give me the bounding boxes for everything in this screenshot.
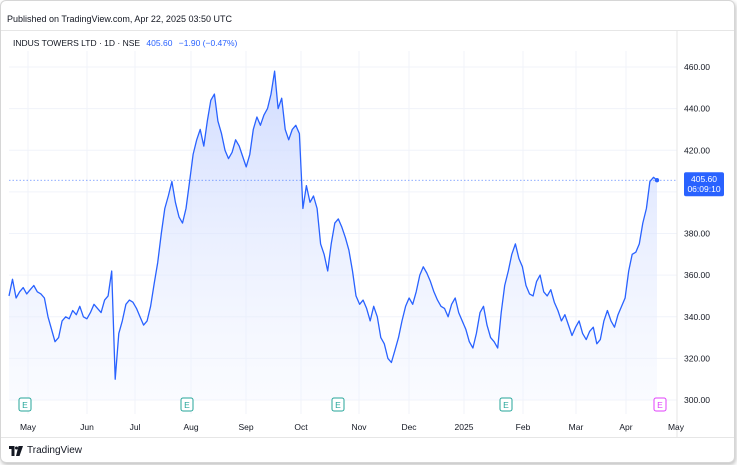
earnings-event-label: E xyxy=(335,400,341,410)
x-tick-label: 2025 xyxy=(455,422,474,432)
x-tick-label: Aug xyxy=(183,422,198,432)
x-tick-label: Mar xyxy=(569,422,584,432)
y-tick-label: 360.00 xyxy=(684,270,710,280)
earnings-event-box xyxy=(18,397,32,412)
x-tick-label: Feb xyxy=(516,422,531,432)
earnings-event-label: E xyxy=(22,400,28,410)
price-line xyxy=(8,70,658,380)
x-tick-label: May xyxy=(668,422,685,432)
last-price-dot xyxy=(654,178,660,183)
x-tick-label: Apr xyxy=(619,422,632,432)
y-tick-label: 460.00 xyxy=(684,62,710,72)
earnings-event-icon[interactable]: E xyxy=(180,397,194,412)
y-tick-label: 380.00 xyxy=(684,229,710,239)
earnings-event-icon[interactable]: E xyxy=(18,397,32,412)
x-tick-label: May xyxy=(20,422,37,432)
earnings-event-label: E xyxy=(503,400,509,410)
earnings-event-label: E xyxy=(184,400,190,410)
x-tick-label: Jun xyxy=(80,422,94,432)
current-price-tag-value: 405.60 xyxy=(691,174,717,184)
x-tick-label: Nov xyxy=(351,422,367,432)
x-tick-label: Jul xyxy=(130,422,141,432)
y-tick-label: 440.00 xyxy=(684,104,710,114)
tradingview-footer[interactable]: TradingView xyxy=(9,445,82,456)
price-change: −1.90 (−0.47%) xyxy=(178,38,238,48)
y-tick-label: 320.00 xyxy=(684,353,710,363)
earnings-event-box xyxy=(653,397,667,412)
published-caption: Published on TradingView.com, Apr 22, 20… xyxy=(7,14,232,24)
tradingview-logo-icon xyxy=(9,445,23,456)
earnings-event-icon[interactable]: E xyxy=(653,397,667,412)
earnings-event-box xyxy=(499,397,513,412)
earnings-event-label: E xyxy=(657,400,663,410)
earnings-event-box xyxy=(331,397,345,412)
symbol-name: INDUS TOWERS LTD · 1D · NSE xyxy=(13,38,141,48)
current-price-tag xyxy=(684,172,724,197)
tradingview-brand: TradingView xyxy=(27,445,83,456)
y-tick-label: 340.00 xyxy=(684,312,710,322)
earnings-event-icon[interactable]: E xyxy=(331,397,345,412)
x-tick-label: Sep xyxy=(238,422,253,432)
y-tick-label: 420.00 xyxy=(684,145,710,155)
header-divider xyxy=(1,30,734,31)
symbol-legend[interactable]: INDUS TOWERS LTD · 1D · NSE 405.60 −1.90… xyxy=(13,38,237,48)
current-price-countdown: 06:09:10 xyxy=(687,184,720,194)
x-tick-label: Oct xyxy=(294,422,308,432)
earnings-event-icon[interactable]: E xyxy=(499,397,513,412)
last-price: 405.60 xyxy=(146,38,173,48)
y-tick-label: 300.00 xyxy=(684,395,710,405)
earnings-event-box xyxy=(180,397,194,412)
x-tick-label: Dec xyxy=(401,422,417,432)
footer-divider xyxy=(1,437,734,438)
